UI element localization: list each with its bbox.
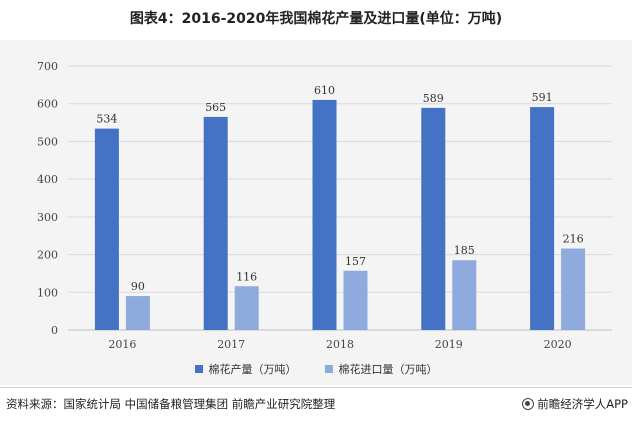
x-tick-label: 2019 [435,338,463,351]
y-tick-label: 0 [51,324,58,337]
legend-label-production: 棉花产量（万吨） [208,363,297,376]
brand-label: 前瞻经济学人APP [522,396,628,412]
legend-swatch-production [194,365,203,373]
y-tick-label: 100 [37,286,58,299]
legend-item-imports: 棉花进口量（万吨） [324,361,438,377]
bar-imports [234,286,259,330]
y-tick-label: 400 [37,173,58,186]
bar-production [312,99,337,330]
source-note: 资料来源：国家统计局 中国储备粮管理集团 前瞻产业研究院整理 [6,397,336,411]
x-tick-label: 2016 [108,338,136,351]
y-tick-label: 200 [37,249,58,262]
legend-label-imports: 棉花进口量（万吨） [338,363,438,376]
data-label-imports: 185 [454,244,475,257]
y-tick-label: 700 [37,60,58,73]
legend-item-production: 棉花产量（万吨） [194,361,297,377]
x-tick-label: 2018 [326,338,354,351]
y-tick-label: 300 [37,211,58,224]
bar-imports [125,296,150,330]
data-label-imports: 157 [345,255,366,268]
bar-production [203,116,228,331]
y-tick-label: 600 [37,98,58,111]
bar-production [94,128,119,330]
data-label-imports: 216 [563,233,584,246]
data-label-production: 589 [423,92,444,105]
data-label-production: 534 [96,113,117,126]
y-tick-label: 500 [37,135,58,148]
bar-imports [343,270,368,330]
bar-imports [452,260,477,330]
bar-imports [561,248,586,330]
brand-logo-icon [522,398,535,410]
chart-legend: 棉花产量（万吨） 棉花进口量（万吨） [0,361,632,377]
legend-swatch-imports [324,365,333,373]
data-label-production: 610 [314,84,335,97]
footer-divider [0,387,632,388]
brand-name: 前瞻经济学人APP [537,397,628,411]
data-label-production: 591 [532,91,553,104]
bar-production [530,107,555,330]
bar-production [421,107,446,330]
data-label-imports: 90 [131,280,145,293]
chart-title: 图表4：2016-2020年我国棉花产量及进口量(单位：万吨) [129,11,503,27]
x-tick-label: 2017 [217,338,245,351]
data-label-production: 565 [205,101,226,114]
data-label-imports: 116 [236,270,257,283]
x-tick-label: 2020 [544,338,572,351]
